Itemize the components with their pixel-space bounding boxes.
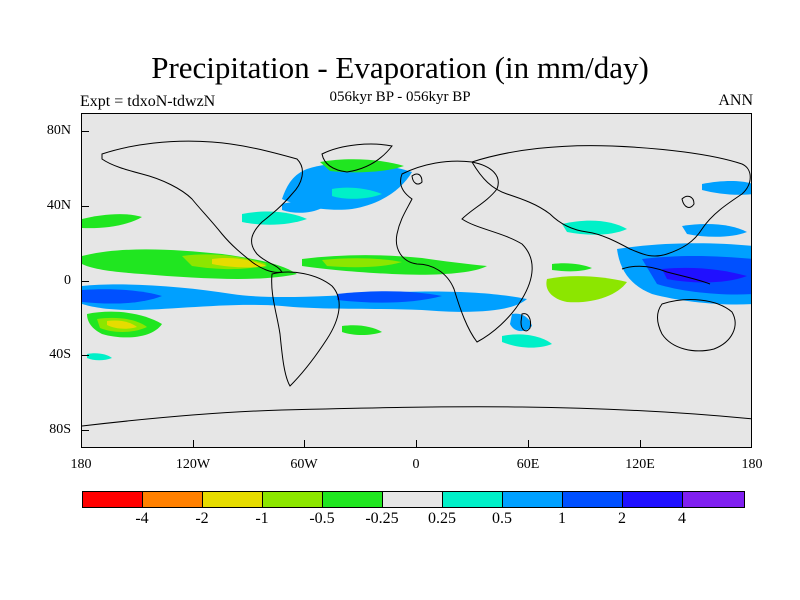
field-patch (82, 289, 162, 304)
field-patch (702, 181, 751, 195)
colorbar-swatch (83, 492, 143, 507)
australia-coastline (657, 299, 736, 352)
anomaly-fields (82, 159, 751, 361)
x-tick-mark (193, 440, 194, 448)
season-label: ANN (718, 92, 753, 109)
y-tick-label: 80N (46, 123, 71, 138)
colorbar-label: 1 (558, 510, 566, 527)
field-patch (546, 276, 627, 303)
field-patch (562, 220, 627, 235)
field-patch (212, 257, 267, 268)
field-patch (82, 214, 142, 229)
field-patch (282, 201, 322, 213)
coastlines (82, 140, 751, 427)
x-tick-label: 60W (290, 457, 318, 472)
colorbar-label: 0.5 (492, 510, 512, 527)
colorbar-label: 2 (618, 510, 626, 527)
x-tick-label: 120E (625, 457, 655, 472)
colorbar (82, 491, 745, 508)
colorbar-label: 4 (678, 510, 686, 527)
field-patch (82, 284, 527, 312)
field-patch (242, 211, 307, 225)
colorbar-swatch (443, 492, 503, 507)
japan-coastline (681, 195, 695, 208)
x-tick-label: 180 (741, 457, 763, 472)
field-patch (552, 263, 592, 272)
x-tick-label: 0 (412, 457, 420, 472)
colorbar-label: -1 (255, 510, 269, 527)
colorbar-swatch (323, 492, 383, 507)
colorbar-label: 0.25 (428, 510, 456, 527)
colorbar-swatch (383, 492, 443, 507)
plot-subtitle: 056kyr BP - 056kyr BP (329, 89, 471, 105)
europe-africa-coastline (395, 160, 533, 343)
field-patch (502, 334, 552, 348)
colorbar-label: -4 (135, 510, 149, 527)
y-tick-label: 80S (49, 422, 71, 437)
x-tick-label: 120W (175, 457, 211, 472)
madagascar-coastline (520, 313, 531, 332)
plot-title: Precipitation - Evaporation (in mm/day) (151, 50, 649, 85)
y-tick-mark (81, 131, 89, 132)
y-tick-label: 0 (64, 273, 71, 288)
colorbar-swatch (683, 492, 744, 507)
colorbar-swatch (203, 492, 263, 507)
y-tick-mark (81, 206, 89, 207)
south-america-coastline (271, 271, 340, 387)
colorbar-swatch (263, 492, 323, 507)
colorbar-label: -2 (195, 510, 209, 527)
field-patch (322, 258, 402, 268)
field-patch (320, 159, 404, 173)
colorbar-label: -0.25 (365, 510, 399, 527)
colorbar-swatch (503, 492, 563, 507)
colorbar-swatch (623, 492, 683, 507)
x-tick-label: 180 (70, 457, 92, 472)
y-tick-label: 40S (49, 347, 71, 362)
x-tick-mark (304, 440, 305, 448)
colorbar-swatch (143, 492, 203, 507)
north-america-coastline (101, 140, 303, 273)
field-patch (82, 249, 297, 279)
field-patch (662, 267, 747, 283)
greenland-coastline (321, 143, 393, 173)
map-panel (81, 113, 752, 448)
colorbar-label: -0.5 (309, 510, 335, 527)
indonesia-coastline (621, 265, 711, 285)
world-map (82, 140, 751, 427)
y-tick-mark (81, 430, 89, 431)
field-patch (282, 162, 412, 210)
x-tick-mark (528, 440, 529, 448)
y-tick-mark (81, 355, 89, 356)
x-tick-mark (416, 440, 417, 448)
asia-coastline (471, 145, 751, 257)
field-patch (342, 325, 382, 335)
y-tick-mark (81, 281, 89, 282)
field-patch (332, 187, 382, 199)
field-patch (337, 291, 442, 303)
field-patch (682, 224, 747, 237)
x-tick-mark (640, 440, 641, 448)
uk-coastline (411, 173, 423, 185)
antarctica-coastline (82, 406, 751, 427)
experiment-label: Expt = tdxoN-tdwzN (80, 93, 216, 110)
colorbar-swatch (563, 492, 623, 507)
y-tick-label: 40N (46, 198, 71, 213)
field-patch (87, 353, 112, 361)
field-patch (107, 320, 137, 329)
x-tick-label: 60E (516, 457, 540, 472)
